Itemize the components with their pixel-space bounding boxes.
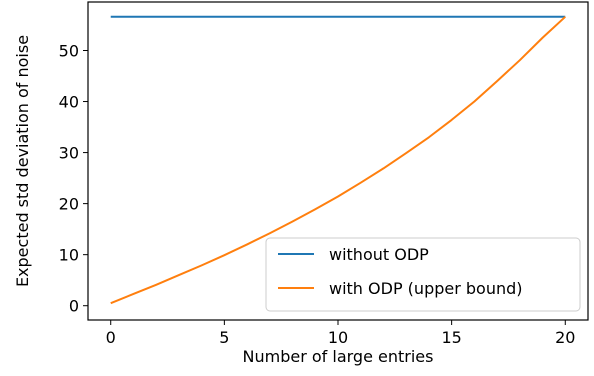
y-tick-label: 40	[59, 93, 79, 112]
x-tick-label: 15	[441, 328, 461, 347]
y-tick-label: 10	[59, 246, 79, 265]
legend: without ODP with ODP (upper bound)	[265, 237, 581, 312]
y-axis-label: Expected std deviation of noise	[13, 35, 32, 287]
series-line-with-odp	[110, 16, 566, 305]
x-axis-label: Number of large entries	[243, 347, 434, 366]
y-tick-label: 0	[69, 297, 79, 316]
legend-box	[265, 237, 581, 312]
plot-layer	[110, 15, 566, 305]
y-axis: 0 10 20 30 40 50	[59, 41, 88, 316]
y-tick-label: 30	[59, 144, 79, 163]
x-tick-label: 20	[555, 328, 575, 347]
legend-label-with-odp: with ODP (upper bound)	[329, 279, 523, 298]
x-tick-label: 10	[328, 328, 348, 347]
x-tick-label: 5	[219, 328, 229, 347]
y-tick-label: 20	[59, 195, 79, 214]
y-tick-label: 50	[59, 41, 79, 60]
x-axis: 0 5 10 15 20	[106, 320, 575, 347]
legend-label-without-odp: without ODP	[329, 245, 429, 264]
x-tick-label: 0	[106, 328, 116, 347]
